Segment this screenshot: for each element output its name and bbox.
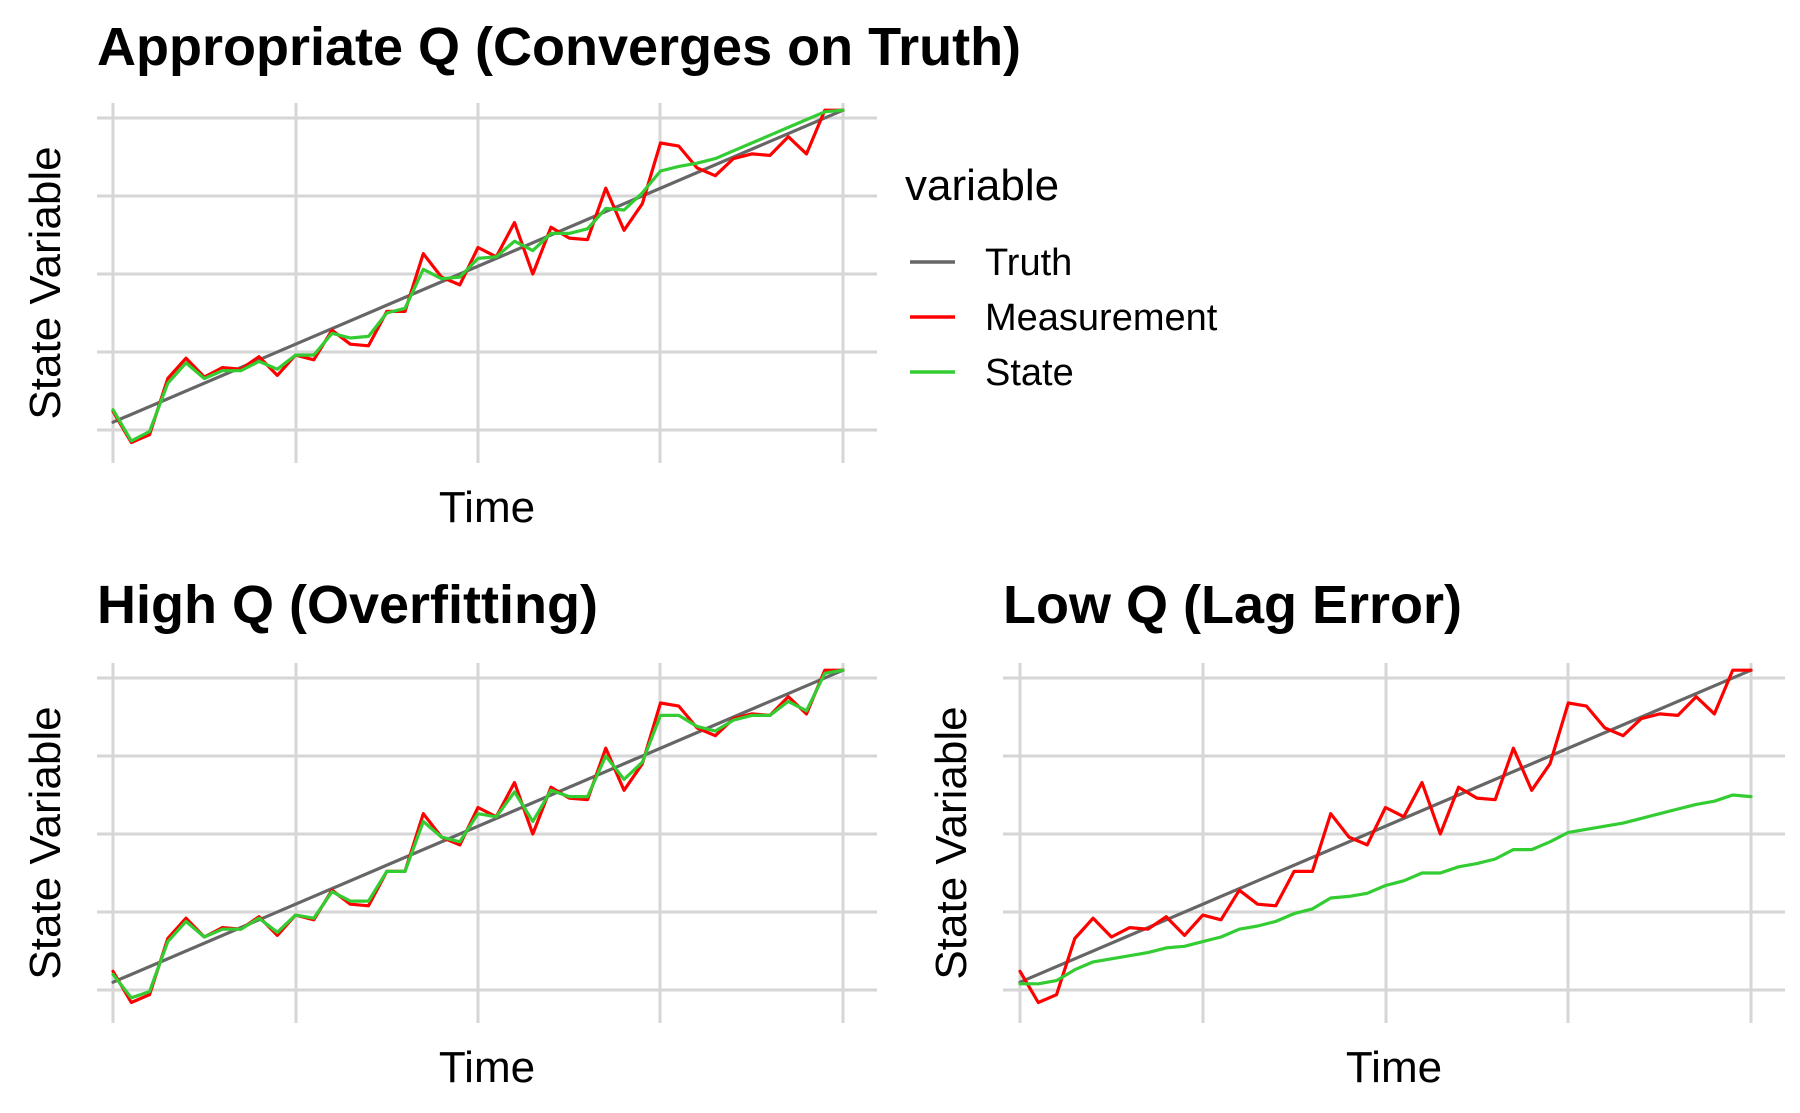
y-axis-label: State Variable — [927, 706, 976, 979]
plot-area — [111, 668, 845, 1005]
legend-label: Measurement — [985, 297, 1218, 339]
series-line-measurement — [111, 108, 845, 445]
series-line-state — [1018, 793, 1753, 986]
chart-title: Low Q (Lag Error) — [1003, 575, 1462, 635]
panel-high-q: High Q (Overfitting) Time State Variable — [21, 575, 877, 1092]
x-axis-label: Time — [439, 483, 535, 532]
legend-label: State — [985, 352, 1074, 394]
plot-area — [1018, 668, 1753, 1005]
plot-area — [111, 108, 845, 445]
legend-label: Truth — [985, 242, 1072, 284]
grid — [1003, 663, 1785, 1023]
grid — [97, 103, 877, 463]
x-axis-label: Time — [439, 1043, 535, 1092]
series-line-measurement — [1018, 668, 1753, 1005]
series-line-state — [111, 668, 845, 1000]
panel-low-q: Low Q (Lag Error) Time State Variable — [927, 575, 1785, 1092]
series-line-state — [111, 108, 845, 443]
y-axis-label: State Variable — [21, 706, 70, 979]
chart-title: Appropriate Q (Converges on Truth) — [97, 17, 1021, 77]
legend-title: variable — [905, 161, 1059, 210]
legend-item-measurement: Measurement — [910, 297, 1218, 339]
legend-item-state: State — [910, 352, 1074, 394]
panel-appropriate-q: Appropriate Q (Converges on Truth) Time … — [21, 17, 1021, 532]
y-axis-label: State Variable — [21, 146, 70, 419]
x-axis-label: Time — [1346, 1043, 1442, 1092]
legend-item-truth: Truth — [910, 242, 1072, 284]
legend: variable Truth Measurement State — [905, 161, 1218, 394]
grid — [97, 663, 877, 1023]
chart-title: High Q (Overfitting) — [97, 575, 598, 635]
